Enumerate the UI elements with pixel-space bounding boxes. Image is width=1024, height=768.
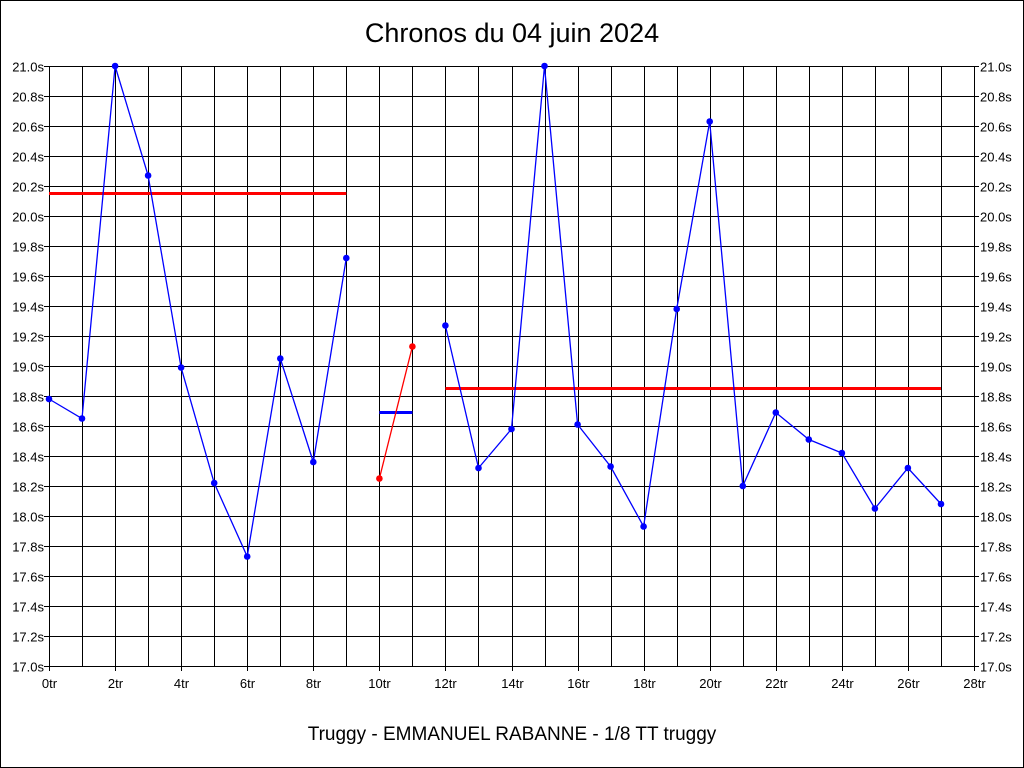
y-tick-label-left: 18.2s <box>12 480 44 495</box>
series-line <box>48 65 347 559</box>
y-tick-label-right: 21.0s <box>980 60 1012 75</box>
series-line <box>378 346 414 479</box>
y-tick-label-left: 20.6s <box>12 120 44 135</box>
x-tick-label: 22tr <box>765 676 788 691</box>
y-tick-label-left: 17.6s <box>12 570 44 585</box>
plot-border <box>49 66 975 667</box>
y-tick-label-right: 18.2s <box>980 480 1012 495</box>
y-tick-label-right: 17.4s <box>980 600 1012 615</box>
data-point <box>772 409 780 416</box>
x-tick-label: 14tr <box>501 676 524 691</box>
data-point <box>177 364 185 371</box>
chart-subtitle: Truggy - EMMANUEL RABANNE - 1/8 TT trugg… <box>307 724 717 745</box>
y-tick-label-left: 20.8s <box>12 90 44 105</box>
y-tick-label-right: 20.2s <box>980 180 1012 195</box>
y-tick-label-right: 20.8s <box>980 90 1012 105</box>
data-point <box>706 118 713 125</box>
data-point <box>409 343 416 350</box>
x-tick-label: 10tr <box>368 676 391 691</box>
data-point <box>277 355 284 362</box>
y-tick-label-right: 17.6s <box>980 570 1012 585</box>
data-point <box>937 500 945 508</box>
data-point <box>838 449 846 457</box>
y-tick-label-right: 20.6s <box>980 120 1012 135</box>
data-point <box>871 505 879 512</box>
data-point <box>376 475 383 482</box>
y-tick-label-left: 20.4s <box>12 150 44 165</box>
data-point <box>673 305 680 313</box>
y-tick-label-right: 20.0s <box>980 210 1012 225</box>
y-tick-label-left: 17.8s <box>12 540 44 555</box>
x-tick-label: 20tr <box>699 676 722 691</box>
data-point <box>343 254 350 262</box>
x-tick-label: 26tr <box>897 676 920 691</box>
x-tick-label: 6tr <box>240 676 256 691</box>
data-point <box>607 463 614 470</box>
y-tick-label-right: 18.0s <box>980 510 1012 525</box>
y-tick-label-right: 18.8s <box>980 390 1012 405</box>
data-point <box>144 172 152 179</box>
data-point <box>111 62 119 70</box>
data-point <box>45 395 53 403</box>
data-point <box>640 523 647 530</box>
y-tick-label-left: 19.0s <box>12 360 44 375</box>
x-tick-label: 2tr <box>108 676 124 691</box>
y-tick-label-right: 17.0s <box>980 660 1012 675</box>
y-tick-label-left: 17.2s <box>12 630 44 645</box>
y-tick-label-right: 20.4s <box>980 150 1012 165</box>
x-tick-label: 28tr <box>963 676 986 691</box>
y-tick-label-right: 18.6s <box>980 420 1012 435</box>
data-point <box>310 458 317 466</box>
data-point <box>475 464 482 472</box>
x-tick-label: 12tr <box>434 676 457 691</box>
y-tick-label-right: 19.2s <box>980 330 1012 345</box>
y-tick-label-left: 18.6s <box>12 420 44 435</box>
y-tick-label-left: 18.0s <box>12 510 44 525</box>
data-point <box>210 479 218 487</box>
y-tick-label-right: 17.8s <box>980 540 1012 555</box>
y-tick-label-left: 18.8s <box>12 390 44 405</box>
x-tick-label: 16tr <box>567 676 590 691</box>
data-point <box>508 425 515 433</box>
y-tick-label-left: 19.8s <box>12 240 44 255</box>
y-tick-label-left: 19.2s <box>12 330 44 345</box>
y-tick-label-right: 19.4s <box>980 300 1012 315</box>
x-tick-label: 24tr <box>831 676 854 691</box>
y-tick-label-left: 17.0s <box>12 660 44 675</box>
y-tick-label-left: 19.6s <box>12 270 44 285</box>
y-tick-label-right: 19.0s <box>980 360 1012 375</box>
y-tick-label-left: 20.2s <box>12 180 44 195</box>
data-point <box>78 415 86 422</box>
data-point <box>904 464 912 472</box>
y-tick-label-right: 19.8s <box>980 240 1012 255</box>
data-point <box>739 482 747 490</box>
data-point <box>243 553 251 560</box>
y-tick-label-right: 17.2s <box>980 630 1012 645</box>
y-tick-label-right: 18.4s <box>980 450 1012 465</box>
y-tick-label-left: 21.0s <box>12 60 44 75</box>
x-tick-label: 4tr <box>174 676 190 691</box>
y-tick-label-left: 18.4s <box>12 450 44 465</box>
y-tick-label-left: 17.4s <box>12 600 44 615</box>
x-tick-label: 0tr <box>42 676 58 691</box>
data-point <box>574 421 581 428</box>
data-point <box>442 322 449 329</box>
x-tick-label: 18tr <box>633 676 656 691</box>
data-point <box>541 62 548 70</box>
y-tick-label-left: 20.0s <box>12 210 44 225</box>
data-point <box>805 436 813 443</box>
y-tick-label-right: 19.6s <box>980 270 1012 285</box>
series-line <box>444 65 942 529</box>
y-tick-label-left: 19.4s <box>12 300 44 315</box>
chart-title: Chronos du 04 juin 2024 <box>364 18 660 48</box>
x-tick-label: 8tr <box>306 676 322 691</box>
